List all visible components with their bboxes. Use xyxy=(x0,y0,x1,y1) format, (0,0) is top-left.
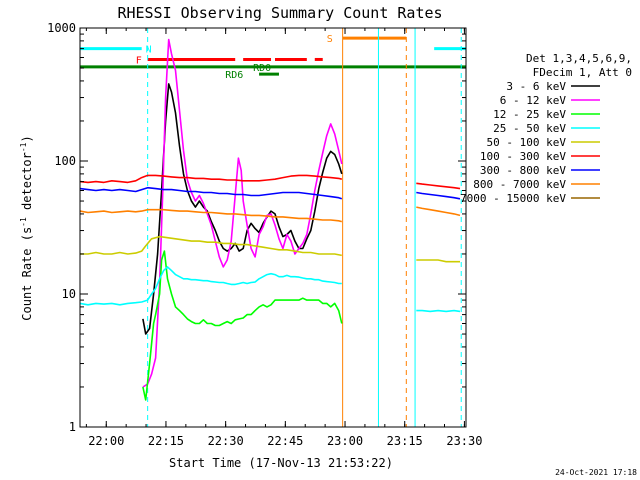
legend-label: 12 - 25 keV xyxy=(493,108,566,121)
x-tick-label: 23:00 xyxy=(327,434,363,448)
flags-layer: NF S RD0 RD6 xyxy=(80,34,466,81)
series-line xyxy=(79,186,343,200)
series-line xyxy=(142,38,343,388)
series-line xyxy=(142,250,343,401)
y-tick-label: 100 xyxy=(54,154,76,168)
x-tick-label: 23:15 xyxy=(387,434,423,448)
x-tick-label: 22:00 xyxy=(88,434,124,448)
legend-header-line1: Det 1,3,4,5,6,9, xyxy=(526,52,632,65)
series-line xyxy=(142,83,343,335)
series-line xyxy=(79,266,342,306)
y-axis-label-part3: ) xyxy=(20,135,34,142)
series-line xyxy=(79,174,342,184)
legend-label: 50 - 100 keV xyxy=(487,136,567,149)
y-axis-label: Count Rate (s-1 detector-1) xyxy=(19,135,34,320)
y-axis-label-part1: Count Rate (s xyxy=(20,227,34,321)
series-line-post-gap xyxy=(416,259,460,263)
flag-label: RD0 xyxy=(253,63,271,74)
y-axis-label-sup2: -1 xyxy=(19,142,28,152)
series-line-post-gap xyxy=(416,191,461,200)
legend-label: 6 - 12 keV xyxy=(500,94,567,107)
legend-label: 300 - 800 keV xyxy=(480,164,566,177)
flag-label: N xyxy=(146,45,152,56)
legend-label: 100 - 300 keV xyxy=(480,150,566,163)
legend-label: 7000 - 15000 keV xyxy=(460,192,566,205)
y-axis-label-group: Count Rate (s-1 detector-1) xyxy=(19,135,34,320)
x-tick-label: 22:15 xyxy=(148,434,184,448)
plot-frame xyxy=(79,27,467,428)
series-line-post-gap xyxy=(416,309,461,313)
series-line-post-gap xyxy=(416,206,461,217)
series-line-post-gap xyxy=(416,182,461,190)
flag-label: S xyxy=(327,34,333,45)
x-axis-label: Start Time (17-Nov-13 21:53:22) xyxy=(169,456,393,470)
axes-layer: 22:00 22:15 22:30 22:45 23:00 23:15 23:30 1 10 10… xyxy=(47,21,482,448)
footer-date: 24-Oct-2021 17:18 xyxy=(555,468,637,477)
flag-label: RD6 xyxy=(225,70,243,81)
legend-label: 25 - 50 keV xyxy=(493,122,566,135)
y-tick-label: 1 xyxy=(69,420,76,434)
y-axis-label-part2: detector xyxy=(20,152,34,217)
x-tick-label: 22:30 xyxy=(208,434,244,448)
series-line xyxy=(79,208,342,223)
x-tick-label: 23:30 xyxy=(446,434,482,448)
series-line xyxy=(80,235,342,257)
x-tick-label: 22:45 xyxy=(267,434,303,448)
y-tick-label: 10 xyxy=(62,287,76,301)
series-layer xyxy=(79,38,461,401)
chart-title: RHESSI Observing Summary Count Rates xyxy=(117,4,442,22)
legend-label: 3 - 6 keV xyxy=(506,80,566,93)
y-axis-label-sup1: -1 xyxy=(19,217,28,227)
legend-label: 800 - 7000 keV xyxy=(473,178,566,191)
flag-label: F xyxy=(136,55,142,66)
legend-header-line2: FDecim 1, Att 0 xyxy=(533,66,632,79)
y-tick-label: 1000 xyxy=(47,21,76,35)
